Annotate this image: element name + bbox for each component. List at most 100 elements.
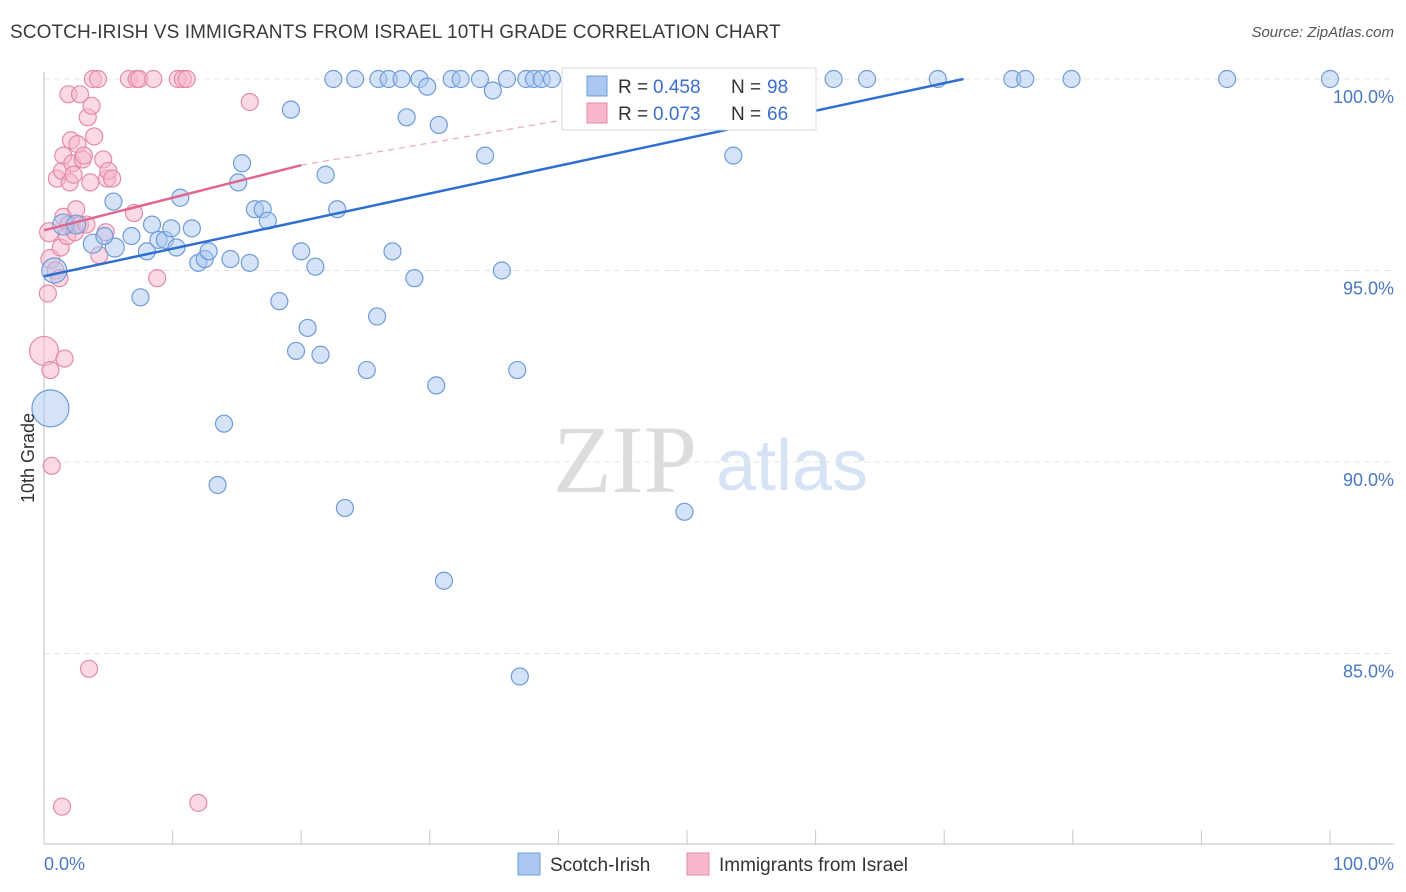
scotch-irish-point-59 (483, 81, 502, 100)
scotch-irish-point-76 (857, 69, 877, 89)
scotch-irish-point-67 (542, 69, 562, 89)
scotch-irish-point-82 (1320, 69, 1340, 89)
israel-point-51 (177, 69, 196, 89)
scotch-irish-point-31 (281, 100, 301, 119)
scotch-irish-point-54 (434, 571, 454, 590)
scotch-irish-point-20 (199, 242, 218, 261)
scotch-irish-point-25 (232, 154, 252, 173)
scotch-irish-point-72 (675, 502, 694, 521)
legend-blue-n-label: N = (731, 77, 761, 98)
scotch-irish-point-33 (292, 242, 311, 261)
axes (43, 72, 1394, 845)
watermark-zip: ZIP (553, 406, 697, 513)
israel-point-32 (82, 96, 101, 115)
israel-point-33 (85, 127, 104, 146)
legend-swatch-blue (586, 75, 608, 97)
scotch-irish-point-8 (122, 226, 141, 246)
israel-point-26 (70, 85, 90, 104)
scotch-irish-point-56 (451, 69, 470, 89)
scotch-irish-point-79 (1016, 69, 1035, 89)
scotch-irish-point-49 (405, 269, 424, 288)
scotch-irish-point-58 (475, 146, 495, 165)
scotch-irish-point-9 (131, 288, 150, 307)
y-axis-label: 10th Grade (18, 413, 38, 503)
scotch-irish-point-0 (31, 389, 70, 428)
israel-point-1 (38, 284, 57, 303)
scotch-irish-point-61 (497, 69, 517, 89)
scotch-irish-point-62 (508, 360, 527, 380)
scotch-irish-point-80 (1062, 69, 1081, 89)
scotch-irish-point-36 (311, 345, 330, 364)
y-tick-label-100: 100.0% (1333, 87, 1394, 107)
legend-pink-n-value: 66 (767, 104, 788, 125)
bottom-legend-swatch-pink (686, 852, 710, 876)
scotch-irish-point-48 (397, 108, 416, 127)
scotch-irish-point-26 (240, 253, 259, 272)
legend-box: R = 0.458 N = 98 R = 0.073 N = 66 (561, 67, 817, 131)
scotch-irish-point-63 (510, 667, 529, 686)
scotch-irish-point-60 (492, 261, 511, 280)
scotch-irish-point-32 (286, 341, 306, 361)
scotch-irish-point-42 (357, 360, 376, 380)
bottom-legend-label-blue: Scotch-Irish (550, 855, 650, 876)
scotch-irish-point-1 (41, 257, 68, 284)
scotch-irish-point-52 (427, 376, 446, 395)
legend-pink-r-label: R = (618, 104, 648, 125)
israel-point-42 (79, 659, 99, 678)
israel-point-13 (52, 797, 72, 816)
israel-point-4 (41, 360, 60, 380)
trend-lines (43, 77, 964, 278)
israel-point-53 (240, 92, 259, 112)
scotch-irish-point-57 (470, 69, 490, 89)
bottom-legend: Scotch-Irish Immigrants from Israel (517, 852, 908, 876)
scotch-irish-point-37 (316, 165, 335, 184)
scotch-irish-point-14 (162, 219, 181, 238)
y-tick-label-90: 90.0% (1343, 470, 1394, 490)
scotch-irish-point-81 (1218, 69, 1237, 89)
scotch-irish-point-47 (392, 69, 411, 89)
legend-blue-r-value: 0.458 (653, 77, 701, 98)
bottom-legend-swatch-blue (517, 852, 541, 876)
scotch-irish-trend-line (43, 77, 964, 278)
scotch-irish-point-21 (208, 475, 227, 495)
y-tick-labels: 85.0% 90.0% 95.0% 100.0% (1333, 87, 1394, 682)
legend-pink-n-label: N = (731, 104, 761, 125)
scotch-irish-point-34 (298, 318, 317, 338)
scotch-irish-point-35 (306, 257, 325, 276)
scotch-irish-point-73 (724, 146, 743, 165)
scotch-irish-point-51 (418, 77, 437, 96)
israel-point-52 (189, 793, 208, 812)
scotch-irish-point-17 (182, 219, 201, 238)
scotch-irish-point-41 (346, 69, 365, 89)
israel-points (28, 69, 259, 816)
israel-point-47 (144, 69, 163, 89)
israel-point-48 (148, 269, 167, 288)
x-axis-ticks (43, 830, 1331, 844)
legend-pink-r-value: 0.073 (653, 104, 701, 125)
y-tick-label-85: 85.0% (1343, 662, 1394, 682)
scotch-irish-point-43 (367, 307, 387, 326)
x-tick-label-min: 0.0% (44, 854, 85, 874)
israel-point-5 (42, 456, 61, 475)
legend-swatch-pink (586, 102, 608, 124)
scotch-irish-point-38 (324, 69, 343, 89)
scotch-irish-point-40 (335, 498, 355, 518)
scotch-irish-point-75 (824, 69, 843, 89)
israel-point-28 (74, 146, 93, 165)
watermark-atlas: atlas (716, 426, 868, 506)
scotch-irish-point-46 (383, 242, 402, 261)
israel-point-14 (55, 349, 74, 368)
y-tick-label-95: 95.0% (1343, 279, 1394, 299)
scotch-irish-point-11 (142, 215, 162, 234)
israel-point-35 (88, 69, 108, 89)
scotch-irish-point-6 (104, 192, 123, 211)
source-credit: Source: ZipAtlas.com (1251, 24, 1394, 41)
scotch-irish-point-23 (221, 249, 240, 269)
x-tick-label-max: 100.0% (1333, 854, 1394, 874)
scotch-irish-point-30 (270, 292, 289, 311)
scotch-irish-point-22 (214, 414, 234, 433)
israel-trend-line (43, 163, 302, 232)
gridlines (44, 78, 1394, 654)
israel-point-22 (64, 165, 83, 184)
